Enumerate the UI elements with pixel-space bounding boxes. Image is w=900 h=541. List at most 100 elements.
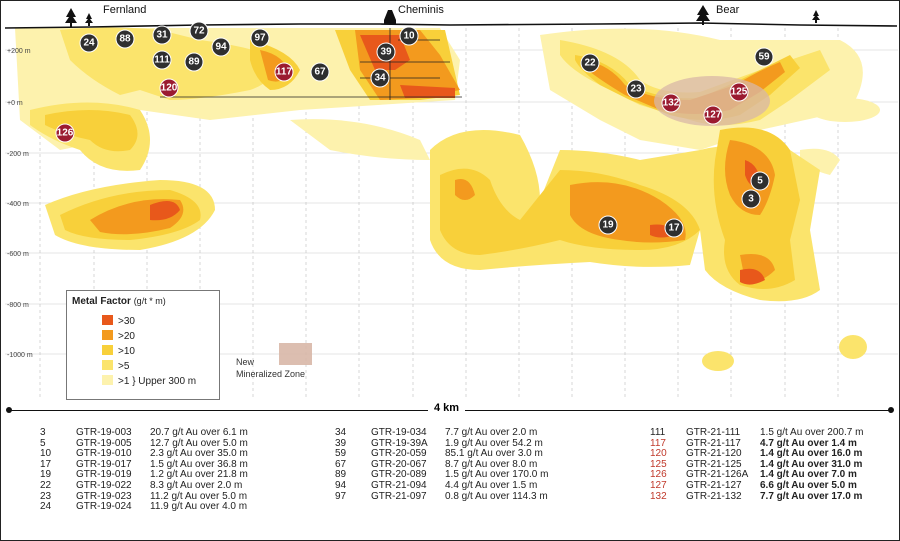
place-label: Bear <box>716 4 740 16</box>
result-grade: 1.4 g/t Au over 31.0 m <box>760 458 863 470</box>
hole-marker: 117 <box>274 62 294 82</box>
result-hole: 89 <box>335 469 347 481</box>
tree-icon <box>85 13 93 26</box>
result-hole-id: GTR-21-127 <box>686 479 742 491</box>
depth-label: +0 m <box>7 100 23 107</box>
hole-marker: 23 <box>626 79 646 99</box>
hole-marker: 120 <box>159 78 179 98</box>
result-grade: 1.5 g/t Au over 36.8 m <box>150 458 248 470</box>
result-grade: 7.7 g/t Au over 17.0 m <box>760 490 863 502</box>
legend-item: >30 <box>102 315 135 327</box>
hole-marker: 88 <box>115 29 135 49</box>
hole-marker: 89 <box>184 52 204 72</box>
result-grade: 11.9 g/t Au over 4.0 m <box>150 501 248 513</box>
hole-marker: 72 <box>189 21 209 41</box>
result-grade: 1.5 g/t Au over 200.7 m <box>760 427 864 438</box>
hole-marker: 3 <box>741 189 761 209</box>
hole-label: 5 <box>757 176 763 187</box>
result-hole: 132 <box>650 490 667 502</box>
result-hole-id: GTR-21-117 <box>686 437 741 449</box>
result-hole: 59 <box>335 448 347 460</box>
tree-icon <box>65 8 77 27</box>
legend-note: } Upper 300 m <box>132 376 197 387</box>
result-grade: 6.6 g/t Au over 5.0 m <box>760 479 857 491</box>
result-hole-id: GTR-19-005 <box>76 437 132 449</box>
result-grade: 8.7 g/t Au over 8.0 m <box>445 458 538 470</box>
hole-marker: 39 <box>376 42 396 62</box>
depth-label: -800 m <box>7 302 29 309</box>
result-hole-id: GTR-19-024 <box>76 501 132 513</box>
hole-marker: 10 <box>399 26 419 46</box>
legend-item: >20 <box>102 330 135 342</box>
hole-label: 34 <box>374 73 386 84</box>
depth-label: -1000 m <box>7 352 33 359</box>
hole-marker: 34 <box>370 68 390 88</box>
result-hole-id: GTR-20-059 <box>371 448 427 460</box>
result-hole: 120 <box>650 448 667 460</box>
result-hole-id: GTR-21-097 <box>371 490 427 502</box>
hole-marker: 22 <box>580 53 600 73</box>
result-hole-id: GTR-19-034 <box>371 427 427 438</box>
result-grade: 0.8 g/t Au over 114.3 m <box>445 490 548 502</box>
hole-label: 72 <box>193 26 205 37</box>
result-hole: 97 <box>335 490 347 502</box>
hole-label: 67 <box>314 67 326 78</box>
hole-label: 94 <box>215 42 227 53</box>
result-hole: 17 <box>40 458 52 470</box>
hole-label: 23 <box>630 84 642 95</box>
legend-swatch <box>102 360 113 370</box>
result-hole-id: GTR-19-022 <box>76 479 132 491</box>
result-hole: 67 <box>335 458 347 470</box>
result-hole: 3 <box>40 427 46 438</box>
result-grade: 1.9 g/t Au over 54.2 m <box>445 437 543 449</box>
result-hole-id: GTR-21-111 <box>686 427 741 438</box>
hole-label: 17 <box>668 223 680 234</box>
result-hole: 34 <box>335 427 347 438</box>
result-hole-id: GTR-19-019 <box>76 469 132 481</box>
hole-marker: 132 <box>661 93 681 113</box>
legend-item: >10 <box>102 345 135 357</box>
result-hole: 125 <box>650 458 667 470</box>
result-grade: 11.2 g/t Au over 5.0 m <box>150 490 248 502</box>
result-hole-id: GTR-21-094 <box>371 479 427 491</box>
result-hole: 10 <box>40 448 52 460</box>
scale-label: 4 km <box>428 402 466 414</box>
hole-label: 125 <box>731 87 748 98</box>
result-hole-id: GTR-21-126A <box>686 469 749 481</box>
result-grade: 12.7 g/t Au over 5.0 m <box>150 437 248 449</box>
legend-swatch <box>102 330 113 340</box>
hole-label: 88 <box>119 34 131 45</box>
new-zone-label: New <box>236 357 255 367</box>
result-hole-id: GTR-21-125 <box>686 458 742 470</box>
result-hole: 23 <box>40 490 52 502</box>
hole-label: 10 <box>403 31 415 42</box>
legend-swatch <box>102 315 113 325</box>
result-hole-id: GTR-19-010 <box>76 448 132 460</box>
hole-marker: 125 <box>729 82 749 102</box>
hole-marker: 31 <box>152 25 172 45</box>
depth-label: -400 m <box>7 201 29 208</box>
hole-marker: 127 <box>703 105 723 125</box>
legend-title: Metal Factor (g/t * m) <box>72 296 166 307</box>
hole-marker: 19 <box>598 215 618 235</box>
result-hole: 126 <box>650 469 667 481</box>
hole-marker: 94 <box>211 37 231 57</box>
result-hole-id: GTR-19-023 <box>76 490 132 502</box>
drill-traces <box>160 28 462 100</box>
result-hole: 22 <box>40 479 52 491</box>
result-hole: 5 <box>40 437 46 449</box>
hole-label: 3 <box>748 194 754 205</box>
topography-line <box>4 22 898 29</box>
result-hole-id: GTR-19-003 <box>76 427 132 438</box>
hole-label: 127 <box>705 110 722 121</box>
legend-swatch <box>102 375 113 385</box>
hole-label: 24 <box>83 38 95 49</box>
tree-icon <box>696 5 710 25</box>
hole-marker: 59 <box>754 47 774 67</box>
new-zone-legend: New Mineralized Zone <box>236 343 326 383</box>
hole-label: 111 <box>154 55 170 66</box>
scale-end-dot <box>888 407 894 413</box>
result-grade: 7.7 g/t Au over 2.0 m <box>445 427 538 438</box>
legend-item: >1 } Upper 300 m <box>102 375 196 387</box>
hole-label: 39 <box>380 47 392 58</box>
